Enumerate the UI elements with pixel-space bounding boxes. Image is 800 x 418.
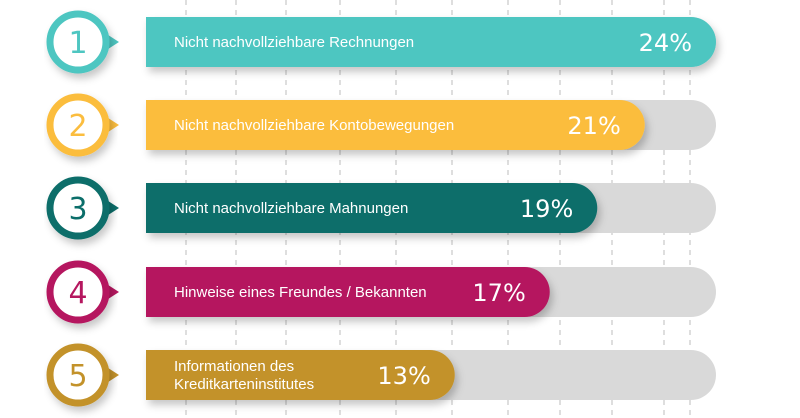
bar-label: Kreditkarteninstitutes (174, 376, 314, 393)
bar (146, 267, 550, 317)
rank-number: 3 (68, 192, 87, 227)
bar-rows: 1 Nicht nachvollziehbare Rechnungen 24% 2 Ni… (46, 10, 716, 407)
bar-row: 3 Nicht nachvollziehbare Mahnungen 19% (46, 176, 716, 240)
bar-row: 2 Nicht nachvollziehbare Kontobewegungen 2… (46, 93, 716, 157)
bar-label: Informationen des (174, 358, 294, 375)
value-label: 24% (639, 29, 692, 57)
bar-row: 1 Nicht nachvollziehbare Rechnungen 24% (46, 10, 716, 74)
rank-circle (46, 176, 110, 240)
bar-label: Nicht nachvollziehbare Kontobewegungen (174, 117, 454, 134)
bar (146, 100, 645, 150)
bar (146, 183, 598, 233)
bar (146, 17, 716, 67)
value-label: 17% (472, 279, 525, 307)
bar-row: 5 Informationen desKreditkarteninstitutes… (46, 343, 716, 407)
rank-number: 1 (68, 26, 87, 61)
rank-circle (46, 260, 110, 324)
rank-circle (46, 93, 110, 157)
bar-row: 4 Hinweise eines Freundes / Bekannten 17% (46, 260, 716, 324)
rank-number: 5 (68, 359, 87, 394)
bar-label: Hinweise eines Freundes / Bekannten (174, 284, 427, 301)
rank-number: 4 (68, 276, 87, 311)
value-label: 13% (377, 362, 430, 390)
rank-number: 2 (68, 109, 87, 144)
bar-label: Nicht nachvollziehbare Rechnungen (174, 34, 414, 51)
bar (146, 350, 455, 400)
rank-circle (46, 343, 110, 407)
value-label: 19% (520, 195, 573, 223)
rank-circle (46, 10, 110, 74)
bar-label: Nicht nachvollziehbare Mahnungen (174, 200, 408, 217)
value-label: 21% (567, 112, 620, 140)
